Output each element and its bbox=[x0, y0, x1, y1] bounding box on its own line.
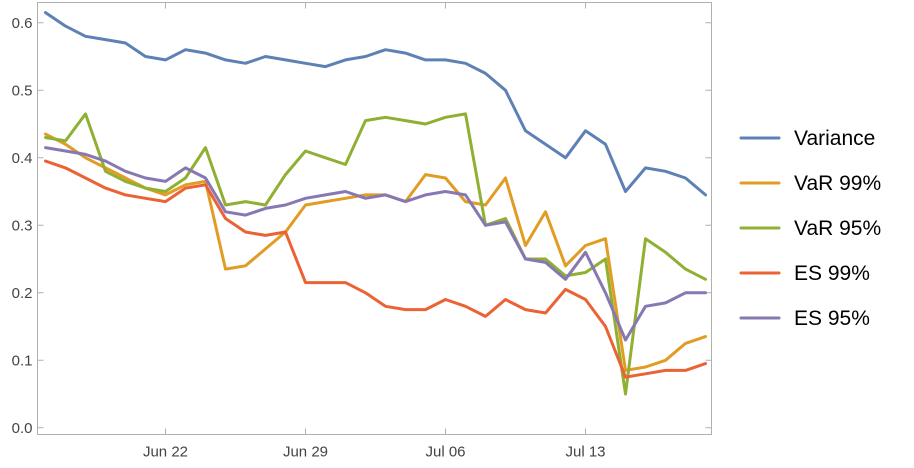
plot-frame bbox=[37, 2, 712, 435]
legend-label: Variance bbox=[794, 127, 875, 150]
x-tick-label: Jun 22 bbox=[143, 444, 188, 461]
series-line-es-95 bbox=[44, 146, 707, 342]
y-tick-label: 0.5 bbox=[12, 82, 33, 99]
x-tick-label: Jul 13 bbox=[565, 444, 605, 461]
legend-label: ES 95% bbox=[794, 307, 870, 330]
y-tick-label: 0.2 bbox=[12, 285, 33, 302]
y-tick-label: 0.4 bbox=[12, 150, 33, 167]
legend-label: ES 99% bbox=[794, 262, 870, 285]
y-axis: 0.0 0.1 0.2 0.3 0.4 0.5 0.6 bbox=[12, 15, 712, 437]
x-tick-label: Jul 06 bbox=[425, 444, 465, 461]
y-tick-label: 0.3 bbox=[12, 217, 33, 234]
series-line-variance bbox=[44, 11, 707, 197]
legend-label: VaR 95% bbox=[794, 217, 881, 240]
y-tick-label: 0.0 bbox=[12, 420, 33, 437]
legend: Variance VaR 99% VaR 95% ES 99% ES 95% bbox=[739, 127, 881, 330]
series-line-var-99 bbox=[44, 132, 707, 372]
legend-label: VaR 99% bbox=[794, 172, 881, 195]
series-line-es-99 bbox=[44, 159, 707, 379]
y-tick-label: 0.1 bbox=[12, 352, 33, 369]
series-lines bbox=[44, 11, 707, 396]
series-line-var-95 bbox=[44, 112, 707, 396]
y-tick-label: 0.6 bbox=[12, 15, 33, 32]
x-axis: Jun 22 Jun 29 Jul 06 Jul 13 bbox=[143, 2, 606, 461]
x-tick-label: Jun 29 bbox=[283, 444, 328, 461]
